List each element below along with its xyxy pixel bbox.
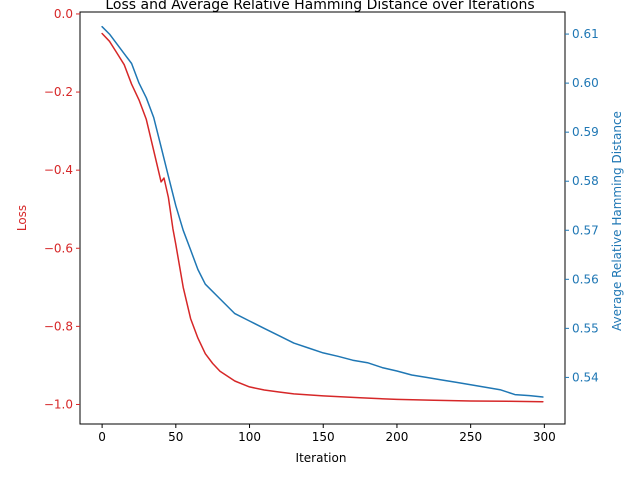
x-tick-label: 0 — [98, 430, 106, 444]
x-tick-label: 50 — [168, 430, 183, 444]
chart-title: Loss and Average Relative Hamming Distan… — [105, 0, 534, 13]
x-tick-label: 200 — [385, 430, 408, 444]
plot-frame — [79, 11, 566, 425]
right-tick-label: 0.55 — [572, 321, 599, 335]
x-tick-label: 100 — [238, 430, 261, 444]
hamming-distance-line — [101, 25, 544, 398]
right-tick-label: 0.60 — [572, 76, 599, 90]
right-tick-label: 0.58 — [572, 174, 599, 188]
right-y-axis: 0.54 0.55 0.56 0.57 0.58 0.59 0.60 0.61 — [565, 27, 599, 384]
left-tick-label: −0.6 — [44, 241, 73, 255]
right-tick-label: 0.59 — [572, 125, 599, 139]
right-tick-label: 0.61 — [572, 27, 599, 41]
left-tick-label: −1.0 — [44, 397, 73, 411]
left-tick-label: −0.8 — [44, 319, 73, 333]
x-tick-label: 250 — [459, 430, 482, 444]
right-tick-label: 0.57 — [572, 223, 599, 237]
left-tick-label: −0.4 — [44, 163, 73, 177]
left-tick-label: 0.0 — [54, 7, 73, 21]
x-axis-label: Iteration — [296, 451, 347, 465]
right-tick-label: 0.54 — [572, 370, 599, 384]
loss-line — [101, 32, 544, 403]
x-tick-label: 300 — [533, 430, 556, 444]
right-axis-label: Average Relative Hamming Distance — [610, 111, 624, 331]
right-tick-label: 0.56 — [572, 272, 599, 286]
x-axis: 0 50 100 150 200 250 300 — [98, 424, 556, 444]
left-axis-label: Loss — [15, 205, 29, 231]
left-y-axis: −1.0 −0.8 −0.6 −0.4 −0.2 0.0 — [44, 7, 80, 411]
left-tick-label: −0.2 — [44, 85, 73, 99]
plot-area — [101, 25, 544, 403]
x-tick-label: 150 — [312, 430, 335, 444]
